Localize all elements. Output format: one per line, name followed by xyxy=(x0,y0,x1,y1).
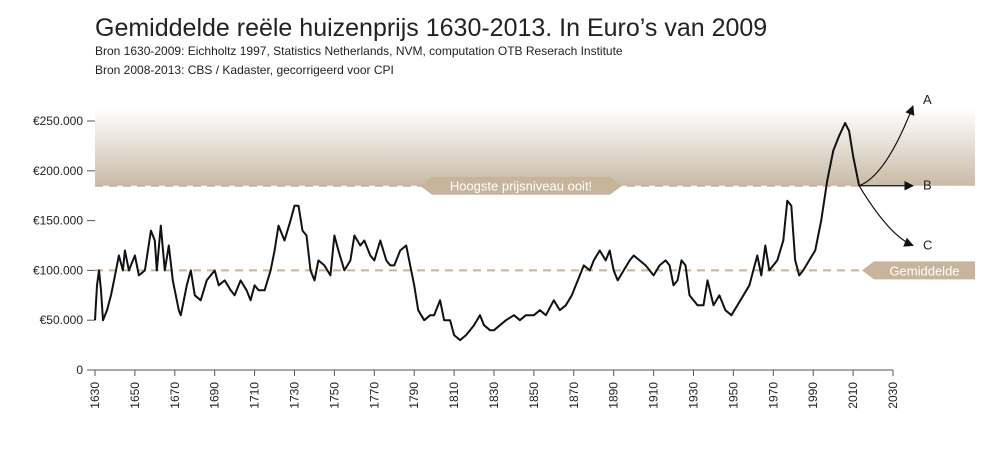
subtitle: Bron 1630-2009: Eichholtz 1997, Statisti… xyxy=(95,44,623,58)
x-tick-label: 1650 xyxy=(128,382,142,409)
scenario-label: B xyxy=(923,178,932,193)
label-tag xyxy=(862,261,975,280)
x-tick-label: 1790 xyxy=(407,382,421,409)
x-tick-label: 2030 xyxy=(886,382,900,409)
x-tick-label: 1810 xyxy=(447,382,461,409)
x-tick-label: 1830 xyxy=(487,382,501,409)
x-tick-label: 1950 xyxy=(726,382,740,409)
x-tick-label: 1770 xyxy=(367,382,381,409)
x-tick-label: 1930 xyxy=(687,382,701,409)
scenario-arrow xyxy=(858,105,915,187)
x-tick-label: 1670 xyxy=(168,382,182,409)
reference-label: Hoogste prijsniveau ooit! xyxy=(450,179,592,194)
reference-label: Gemiddelde xyxy=(889,263,959,278)
price-line xyxy=(94,122,861,342)
y-tick-label: €150.000 xyxy=(33,214,83,228)
x-tick-label: 1750 xyxy=(327,382,341,409)
highest-band xyxy=(95,109,975,186)
x-tick-label: 1890 xyxy=(607,382,621,409)
x-tick-label: 1910 xyxy=(647,382,661,409)
x-tick-label: 1730 xyxy=(288,382,302,409)
y-tick-label: €50.000 xyxy=(40,313,84,327)
x-tick-label: 1870 xyxy=(567,382,581,409)
chart-title: Gemiddelde reële huizenprijs 1630-2013. … xyxy=(95,14,767,42)
y-tick-label: €200.000 xyxy=(33,164,83,178)
x-tick-label: 1850 xyxy=(527,382,541,409)
x-tick-label: 1690 xyxy=(208,382,222,409)
x-tick-label: 1710 xyxy=(248,382,262,409)
y-tick-label: €250.000 xyxy=(33,114,83,128)
scenario-arrow xyxy=(858,185,914,247)
y-tick-label: 0 xyxy=(76,363,83,377)
label-banner xyxy=(420,176,622,195)
subtitle: Bron 2008-2013: CBS / Kadaster, gecorrig… xyxy=(95,63,394,77)
scenario-label: A xyxy=(923,92,932,107)
x-tick-label: 1630 xyxy=(88,382,102,409)
x-tick-label: 2010 xyxy=(846,382,860,409)
y-tick-label: €100.000 xyxy=(33,263,83,277)
scenario-label: C xyxy=(923,238,932,253)
x-tick-label: 1970 xyxy=(766,382,780,409)
x-tick-label: 1990 xyxy=(806,382,820,409)
